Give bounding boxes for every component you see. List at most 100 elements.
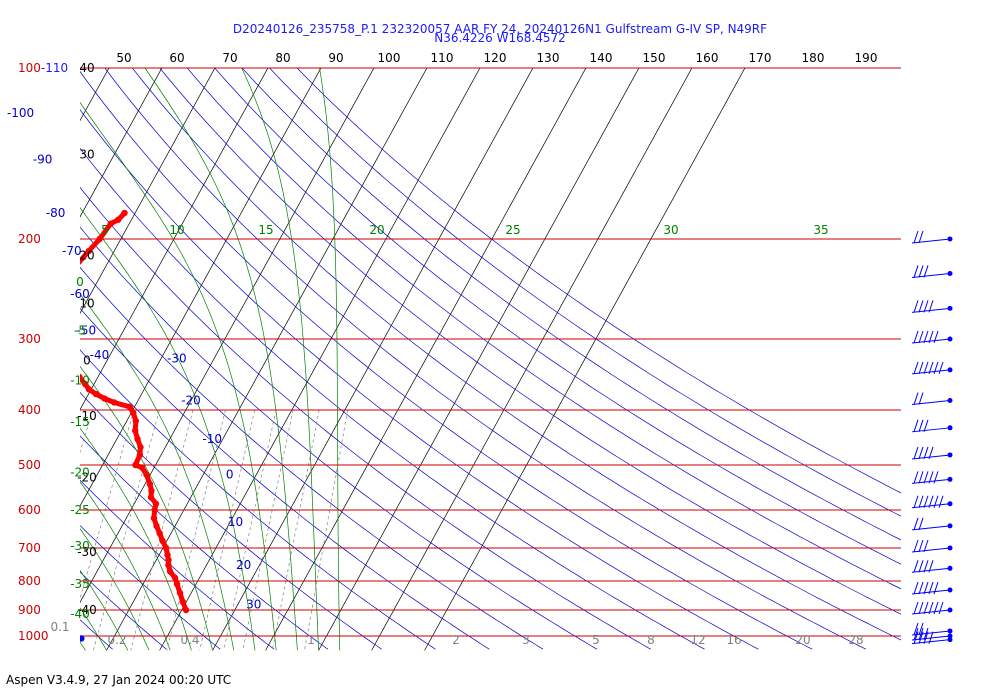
isotherm-line: [80, 68, 269, 411]
pressure-label-suffix: -110: [41, 61, 68, 75]
wind-barb-staff: [911, 525, 951, 531]
wind-barb-dot: [947, 398, 953, 404]
temperature-point: [53, 296, 59, 302]
wind-barb-dot: [947, 545, 953, 551]
wind-barb-flag: [928, 601, 934, 615]
left-temp-tick: 0: [83, 353, 91, 367]
wind-barb-flag: [928, 631, 934, 644]
wind-barb: [911, 560, 953, 573]
temperature-point: [71, 361, 77, 367]
dry-adiabat-label: 30: [246, 597, 261, 611]
pressure-label: 200: [18, 232, 41, 246]
isotherm-line: [159, 68, 481, 651]
dry-adiabat-label: 0: [226, 468, 234, 482]
wind-barb-flag: [923, 631, 929, 644]
dry-adiabat-line: [159, 68, 901, 615]
wind-barb-flag: [918, 539, 924, 553]
temperature-point: [136, 451, 144, 459]
wind-barb-staff: [911, 589, 951, 595]
isotherm-line: [265, 68, 587, 651]
wind-barb-flag: [913, 230, 919, 244]
wind-barb-staff: [911, 272, 951, 278]
top-temp-tick: 150: [643, 51, 666, 65]
temperature-point: [126, 403, 133, 411]
wind-barb: [911, 495, 953, 509]
left-temp-tick: -10: [77, 409, 97, 423]
wind-barb-flag: [913, 446, 919, 460]
pressure-label: 900: [18, 603, 41, 617]
temperature-point: [92, 390, 100, 398]
temperature-point: [85, 386, 93, 393]
temperature-point: [96, 235, 103, 243]
temperature-point: [130, 409, 137, 417]
moist-adiabat-top-label: 10: [169, 223, 184, 237]
temperature-point: [162, 544, 170, 552]
mixing-ratio-label: 0.2: [107, 633, 126, 647]
pressure-label-main: 700: [18, 541, 41, 555]
top-temp-tick: 130: [537, 51, 560, 65]
wind-barb: [911, 361, 953, 375]
wind-barb: [911, 581, 953, 595]
wind-barb-staff: [911, 547, 951, 553]
moist-adiabat-left-label: -35: [70, 577, 90, 591]
chart-subtitle: N36.4226 W168.4572: [434, 31, 566, 45]
wind-barb-flag: [928, 495, 934, 508]
mixing-ratio-label: 0.4: [180, 633, 199, 647]
wind-barb-flag: [923, 471, 929, 484]
temperature-point: [110, 399, 118, 406]
isotherm-line: [0, 55, 63, 650]
left-temp-tick: 10: [79, 297, 94, 311]
wind-barb-dot: [947, 628, 953, 634]
wind-barb: [911, 419, 953, 433]
wind-barb-flag: [913, 265, 919, 278]
wind-barb-flag: [923, 560, 929, 573]
temperature-point: [132, 417, 140, 425]
mixing-ratio-label: 5: [592, 633, 600, 647]
wind-barb: [911, 230, 953, 244]
wind-barb-flag: [913, 631, 919, 644]
top-temp-tick: 180: [802, 51, 825, 65]
moist-adiabat-left-label: -40: [70, 607, 90, 621]
wind-barb-flag: [928, 300, 934, 313]
dewpoint-point: [49, 587, 55, 593]
left-temp-tick: 40: [79, 61, 94, 75]
moist-adiabat-top-label: 25: [505, 223, 520, 237]
mixing-ratio-label: 3: [522, 633, 530, 647]
top-temp-tick: 160: [696, 51, 719, 65]
isotherm-line: [80, 68, 216, 314]
wind-barb-staff: [911, 639, 951, 645]
dry-adiabat-line: [80, 307, 490, 650]
wind-barb-staff: [911, 503, 951, 509]
moist-adiabat-line: [0, 55, 1, 650]
temperature-point: [164, 551, 171, 559]
temperature-point: [31, 323, 37, 329]
wind-barb-staff: [911, 630, 951, 636]
wind-barb-flag: [928, 560, 934, 573]
isotherm-line: [0, 55, 10, 650]
pressure-label: 600: [18, 503, 41, 517]
dry-adiabat-label: -60: [70, 287, 90, 301]
pressure-label: 800: [18, 574, 41, 588]
pressure-label-main: 600: [18, 503, 41, 517]
moist-adiabat-top-label: 30: [663, 223, 678, 237]
wind-barb: [911, 631, 953, 645]
pressure-label-main: 800: [18, 574, 41, 588]
wind-barb-flag: [918, 622, 924, 636]
isotherm-line: [80, 68, 163, 218]
pressure-label-main: 300: [18, 332, 41, 346]
moist-adiabat-top-label: 20: [369, 223, 384, 237]
wind-barb-flag: [913, 392, 919, 405]
mixing-ratio-line: [304, 409, 349, 651]
temperature-point: [137, 443, 144, 451]
wind-barb: [911, 265, 953, 278]
wind-barb-flag: [923, 581, 929, 595]
dry-adiabat-label: -50: [77, 324, 97, 338]
wind-barb-dot: [947, 336, 953, 342]
wind-barb-dot: [947, 633, 953, 639]
wind-barb-flag: [913, 361, 919, 375]
isotherm-line: [424, 68, 746, 651]
mixing-ratio-label: 2: [452, 633, 460, 647]
pressure-label-main: 900: [18, 603, 41, 617]
grid-lines: [0, 55, 901, 651]
wind-barb-flag: [928, 471, 934, 484]
